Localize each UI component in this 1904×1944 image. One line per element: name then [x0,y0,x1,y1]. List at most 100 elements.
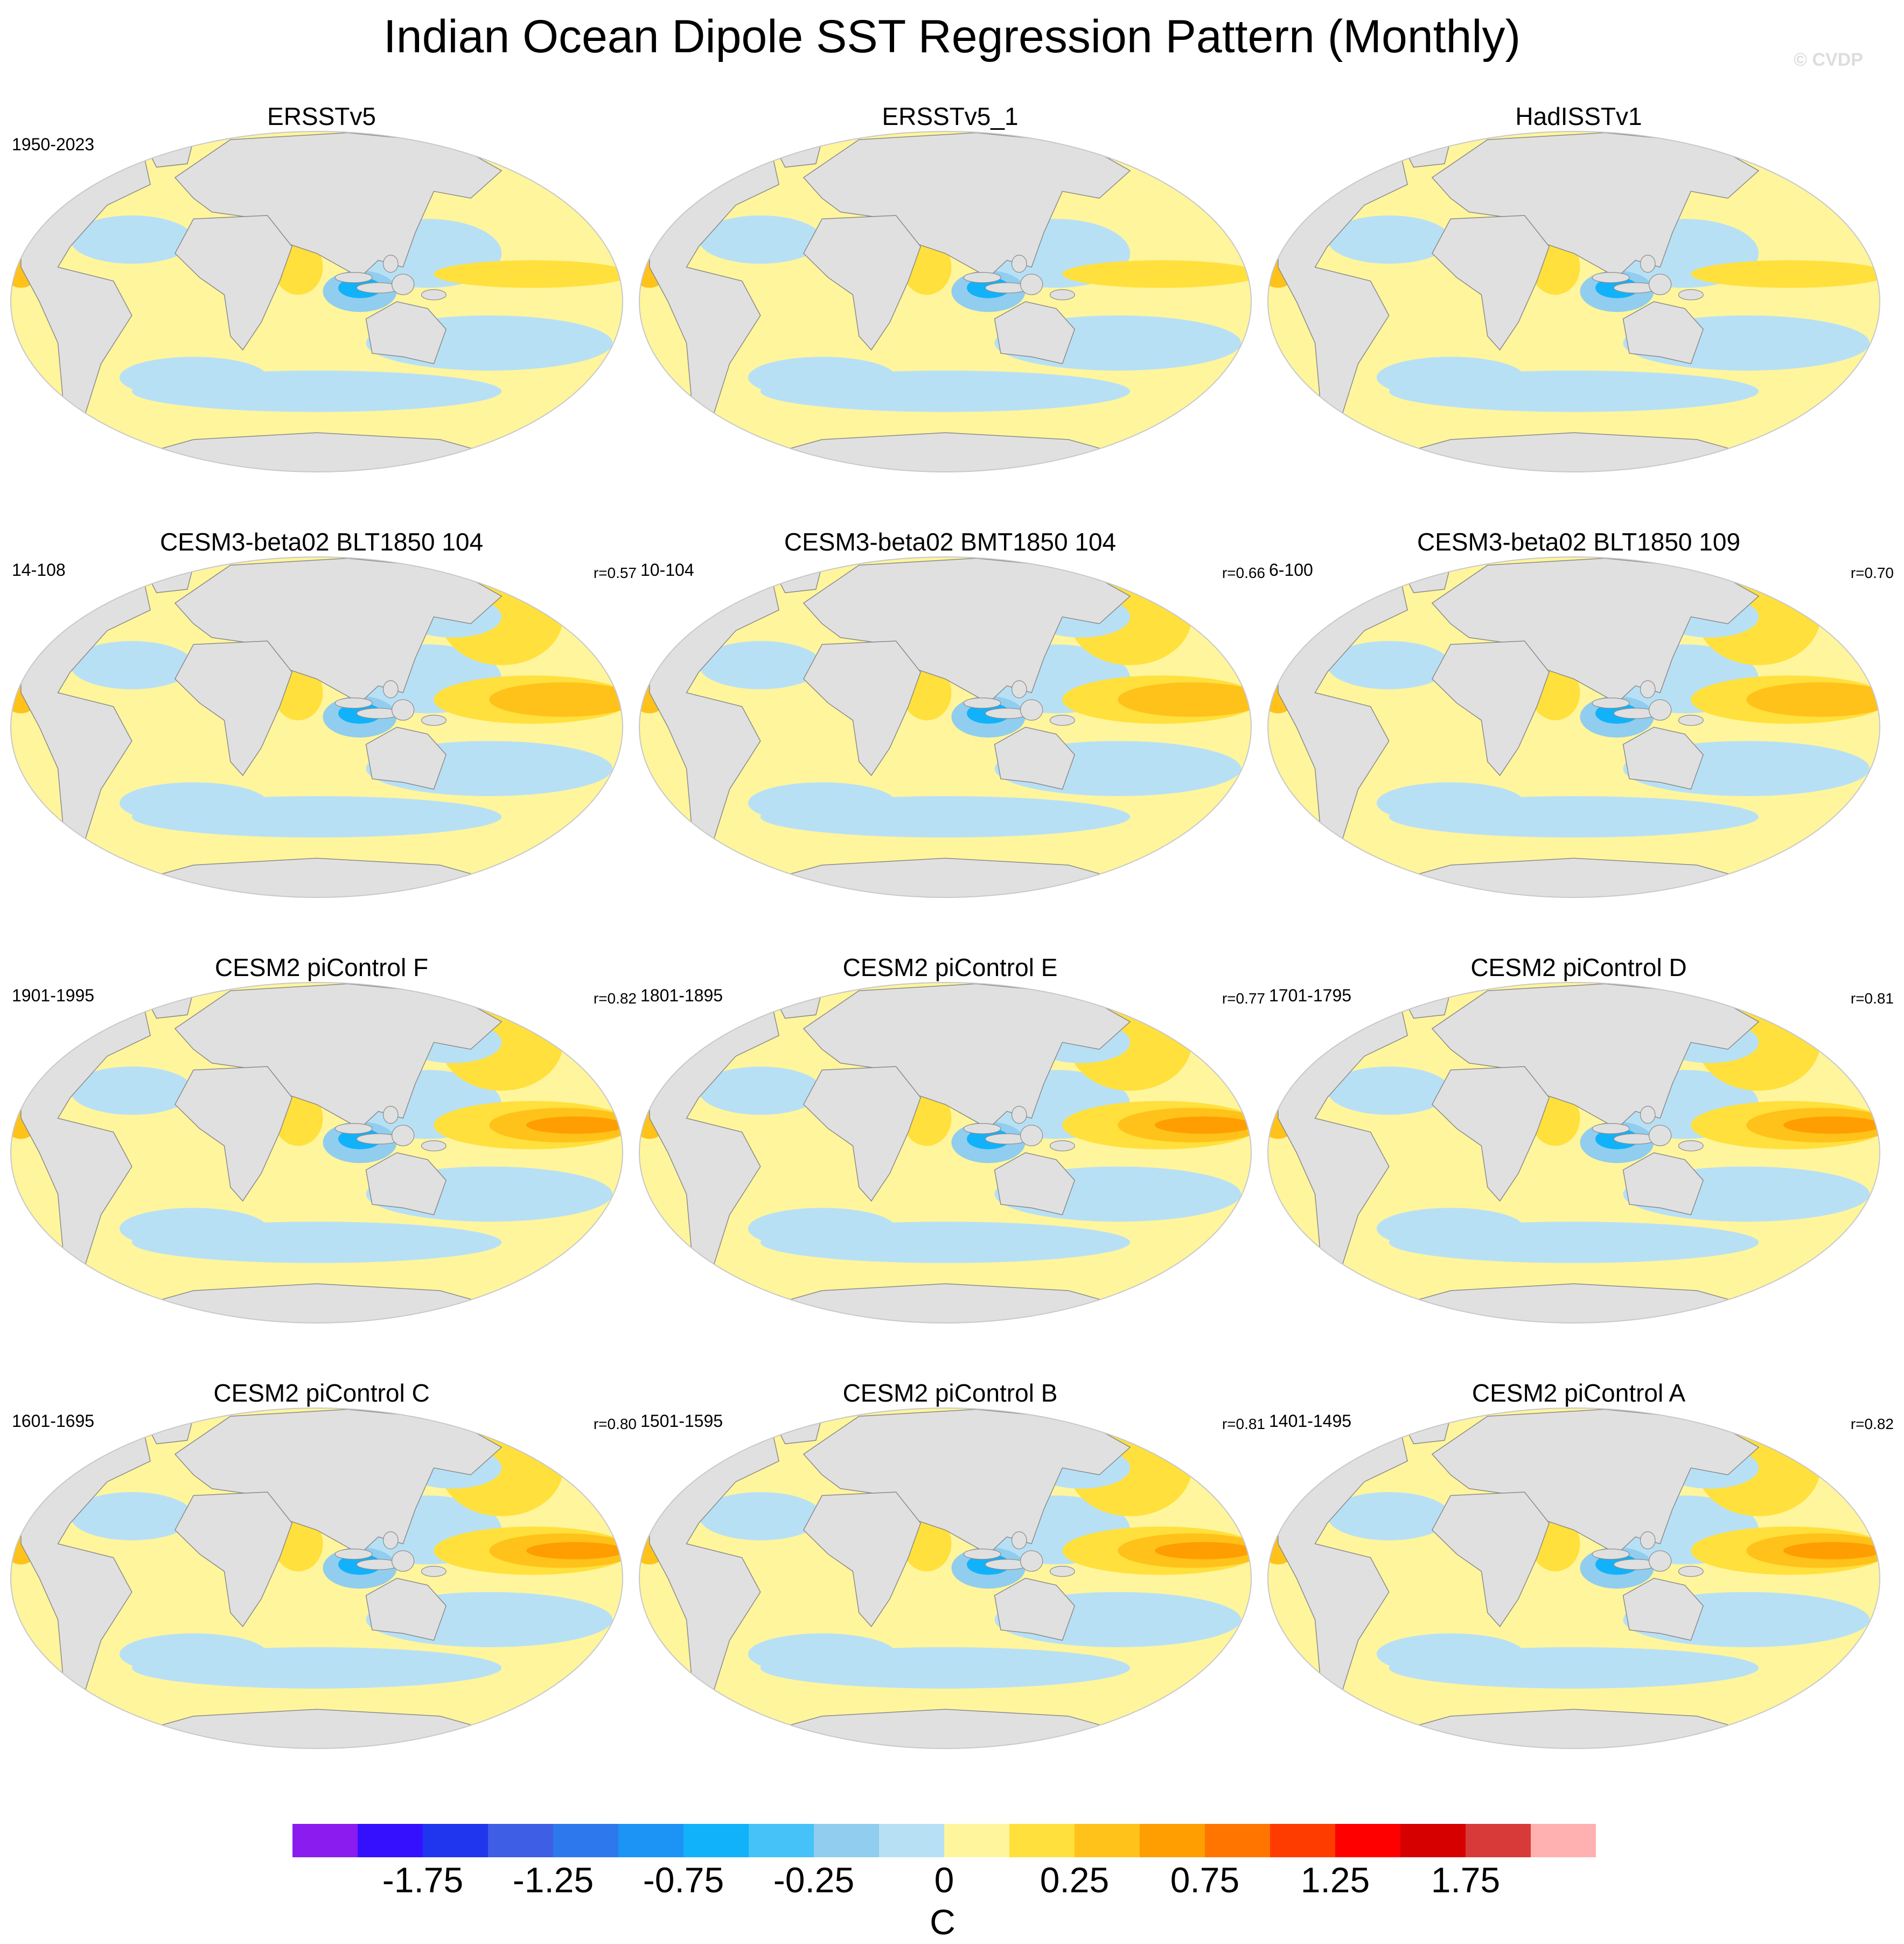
land-africa [803,215,922,351]
colorbar-swatch [1531,1824,1596,1857]
land-island [1011,1106,1027,1124]
map-panel: CESM2 piControl E 1801-1895 r=0.77 [633,952,1267,1378]
land-island [382,1106,399,1124]
land-island [1011,1531,1027,1550]
colorbar-units: C [930,1902,956,1942]
cool-anomaly-south-atlantic [1376,1633,1525,1675]
map-outline [639,556,1252,898]
colorbar-swatch [292,1824,358,1857]
map-panel: ERSSTv5 1950-2023 [4,101,639,527]
colorbar-swatch [423,1824,489,1857]
land-island [382,255,399,273]
panel-title: CESM3-beta02 BLT1850 104 [159,528,484,556]
panel-title: HadISSTv1 [1515,102,1642,130]
colorbar-swatch [1075,1824,1140,1857]
cool-anomaly-atlantic [1327,1067,1451,1115]
colorbar-swatch [1335,1824,1401,1857]
land-island [1640,1106,1656,1124]
colorbar-swatch [358,1824,423,1857]
cool-anomaly-south-atlantic [1376,357,1525,399]
land-australia [994,1152,1076,1216]
land-australia [365,727,447,790]
land-island [963,272,1001,283]
land-island [382,680,399,699]
warm-anomaly-pacific-peak [1783,1116,1880,1134]
warm-anomaly-pacific-peak [1783,1542,1880,1559]
panel-years: 1701-1795 [1269,986,1352,1005]
land-island [1678,1566,1704,1577]
land-island [382,1531,399,1550]
cool-anomaly-atlantic [70,1067,194,1115]
map-panel: CESM3-beta02 BMT1850 104 10-104 r=0.66 [633,527,1267,952]
panel-title: CESM2 piControl C [213,1379,430,1407]
panel-correlation: r=0.70 [1850,565,1894,581]
colorbar-tick-label: 0.25 [1040,1860,1110,1900]
cool-anomaly-south-atlantic [748,1208,896,1250]
map-panel: CESM2 piControl D 1701-1795 r=0.81 [1261,952,1896,1378]
cool-anomaly-atlantic [70,641,194,689]
panel-correlation: r=0.81 [1850,990,1894,1007]
sst-map [10,131,623,472]
warm-anomaly-pacific-peak [526,1116,623,1134]
colorbar-swatch [1466,1824,1531,1857]
map-outline [1267,556,1880,898]
map-panel: HadISSTv1 [1261,101,1896,527]
land-australia [1622,1152,1704,1216]
land-island [1592,272,1630,283]
watermark: © CVDP [1794,50,1863,70]
land-island [1049,715,1075,726]
land-island [1020,1125,1043,1146]
figure-title: Indian Ocean Dipole SST Regression Patte… [383,11,1521,62]
land-island [1648,1550,1672,1572]
panel-years: 10-104 [640,560,694,580]
land-island [1011,255,1027,273]
panel-correlation: r=0.77 [1222,990,1265,1007]
panel-years: 1501-1595 [640,1411,723,1431]
colorbar-swatch [1205,1824,1271,1857]
land-island [1640,255,1656,273]
sst-map [1267,982,1880,1323]
land-island [963,1549,1001,1560]
land-island [1678,715,1704,726]
panel-years: 1950-2023 [12,135,95,154]
land-island [1020,274,1043,295]
map-panel: CESM2 piControl F 1901-1995 r=0.82 [4,952,639,1378]
panel-title: CESM2 piControl B [842,1379,1058,1407]
land-island [1020,1550,1043,1572]
warm-anomaly-pacific-core [1118,682,1251,717]
warm-anomaly-pacific-core [489,682,623,717]
land-island [1011,680,1027,699]
map-outline [1267,982,1880,1323]
map-panel: CESM3-beta02 BLT1850 104 14-108 r=0.57 [4,527,639,952]
colorbar-swatch [1140,1824,1205,1857]
panel-years: 1601-1695 [12,1411,95,1431]
land-africa [174,1066,293,1202]
land-island [1049,1566,1075,1577]
land-africa [174,215,293,351]
land-africa [803,640,922,776]
colorbar-swatch [814,1824,880,1857]
cool-anomaly-atlantic [699,641,822,689]
colorbar-tick-label: -1.25 [512,1860,594,1900]
land-africa [803,1492,922,1627]
cool-anomaly-south-atlantic [119,1208,268,1250]
panel-years: 1401-1495 [1269,1411,1352,1431]
land-africa [1431,215,1550,351]
land-island [1648,274,1672,295]
cool-anomaly-atlantic [699,1067,822,1115]
land-island [421,1566,447,1577]
land-australia [365,1578,447,1641]
panel-title: ERSSTv5 [267,102,376,130]
map-outline [1267,131,1880,472]
panel-correlation: r=0.66 [1222,565,1265,581]
sst-map [1267,131,1880,472]
land-island [334,1123,373,1134]
colorbar-swatch [749,1824,814,1857]
land-australia [994,727,1076,790]
land-australia [365,301,447,365]
land-island [1592,1549,1630,1560]
map-outline [639,982,1252,1323]
panel-title: CESM3-beta02 BLT1850 109 [1417,528,1741,556]
land-island [391,1550,415,1572]
warm-anomaly-pacific-peak [1154,1542,1251,1559]
